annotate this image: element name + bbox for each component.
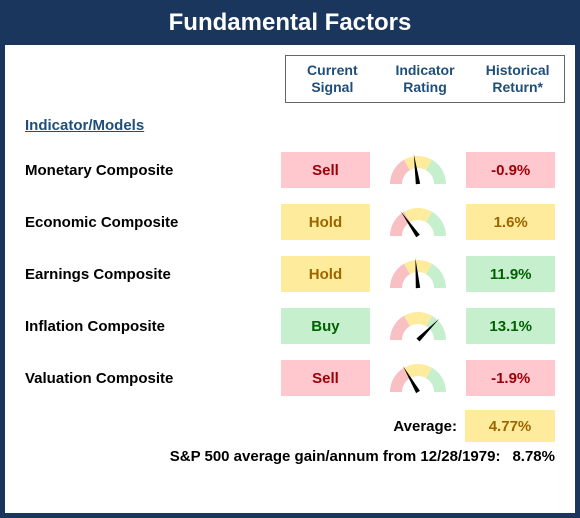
signal-chip: Hold	[281, 204, 370, 240]
indicator-name: Inflation Composite	[25, 318, 281, 335]
average-label: Average:	[393, 418, 457, 435]
card-body: Current Signal Indicator Rating Historic…	[5, 45, 575, 513]
gauge-cell	[370, 254, 467, 294]
indicator-row: Earnings CompositeHold 11.9%	[25, 248, 555, 300]
indicator-name: Economic Composite	[25, 214, 281, 231]
benchmark-row: S&P 500 average gain/annum from 12/28/19…	[25, 448, 555, 465]
header-return: Historical Return*	[471, 56, 564, 102]
indicator-name: Earnings Composite	[25, 266, 281, 283]
return-chip: -1.9%	[466, 360, 555, 396]
gauge-cell	[370, 202, 467, 242]
card-title: Fundamental Factors	[5, 5, 575, 45]
return-chip: 13.1%	[466, 308, 555, 344]
indicator-row: Monetary CompositeSell -0.9%	[25, 144, 555, 196]
gauge-cell	[370, 358, 467, 398]
factors-card: Fundamental Factors Current Signal Indic…	[0, 0, 580, 518]
average-value: 4.77%	[465, 410, 555, 442]
column-headers: Current Signal Indicator Rating Historic…	[285, 55, 565, 103]
gauge-icon	[385, 202, 451, 242]
indicator-row: Inflation CompositeBuy 13.1%	[25, 300, 555, 352]
return-chip: -0.9%	[466, 152, 555, 188]
average-row: Average: 4.77%	[25, 410, 555, 442]
signal-chip: Sell	[281, 152, 370, 188]
gauge-cell	[370, 306, 467, 346]
signal-chip: Sell	[281, 360, 370, 396]
gauge-icon	[385, 358, 451, 398]
benchmark-label: S&P 500 average gain/annum from 12/28/19…	[170, 448, 501, 465]
indicator-row: Economic CompositeHold 1.6%	[25, 196, 555, 248]
indicator-name: Monetary Composite	[25, 162, 281, 179]
benchmark-value: 8.78%	[512, 448, 555, 465]
signal-chip: Buy	[281, 308, 370, 344]
signal-chip: Hold	[281, 256, 370, 292]
gauge-cell	[370, 150, 467, 190]
indicator-row: Valuation CompositeSell -1.9%	[25, 352, 555, 404]
return-chip: 1.6%	[466, 204, 555, 240]
gauge-icon	[385, 306, 451, 346]
rows-container: Monetary CompositeSell-0.9%Economic Comp…	[25, 144, 555, 404]
return-chip: 11.9%	[466, 256, 555, 292]
gauge-icon	[385, 150, 451, 190]
header-rating: Indicator Rating	[379, 56, 472, 102]
section-heading: Indicator/Models	[25, 117, 555, 134]
header-signal: Current Signal	[286, 56, 379, 102]
indicator-name: Valuation Composite	[25, 370, 281, 387]
gauge-icon	[385, 254, 451, 294]
